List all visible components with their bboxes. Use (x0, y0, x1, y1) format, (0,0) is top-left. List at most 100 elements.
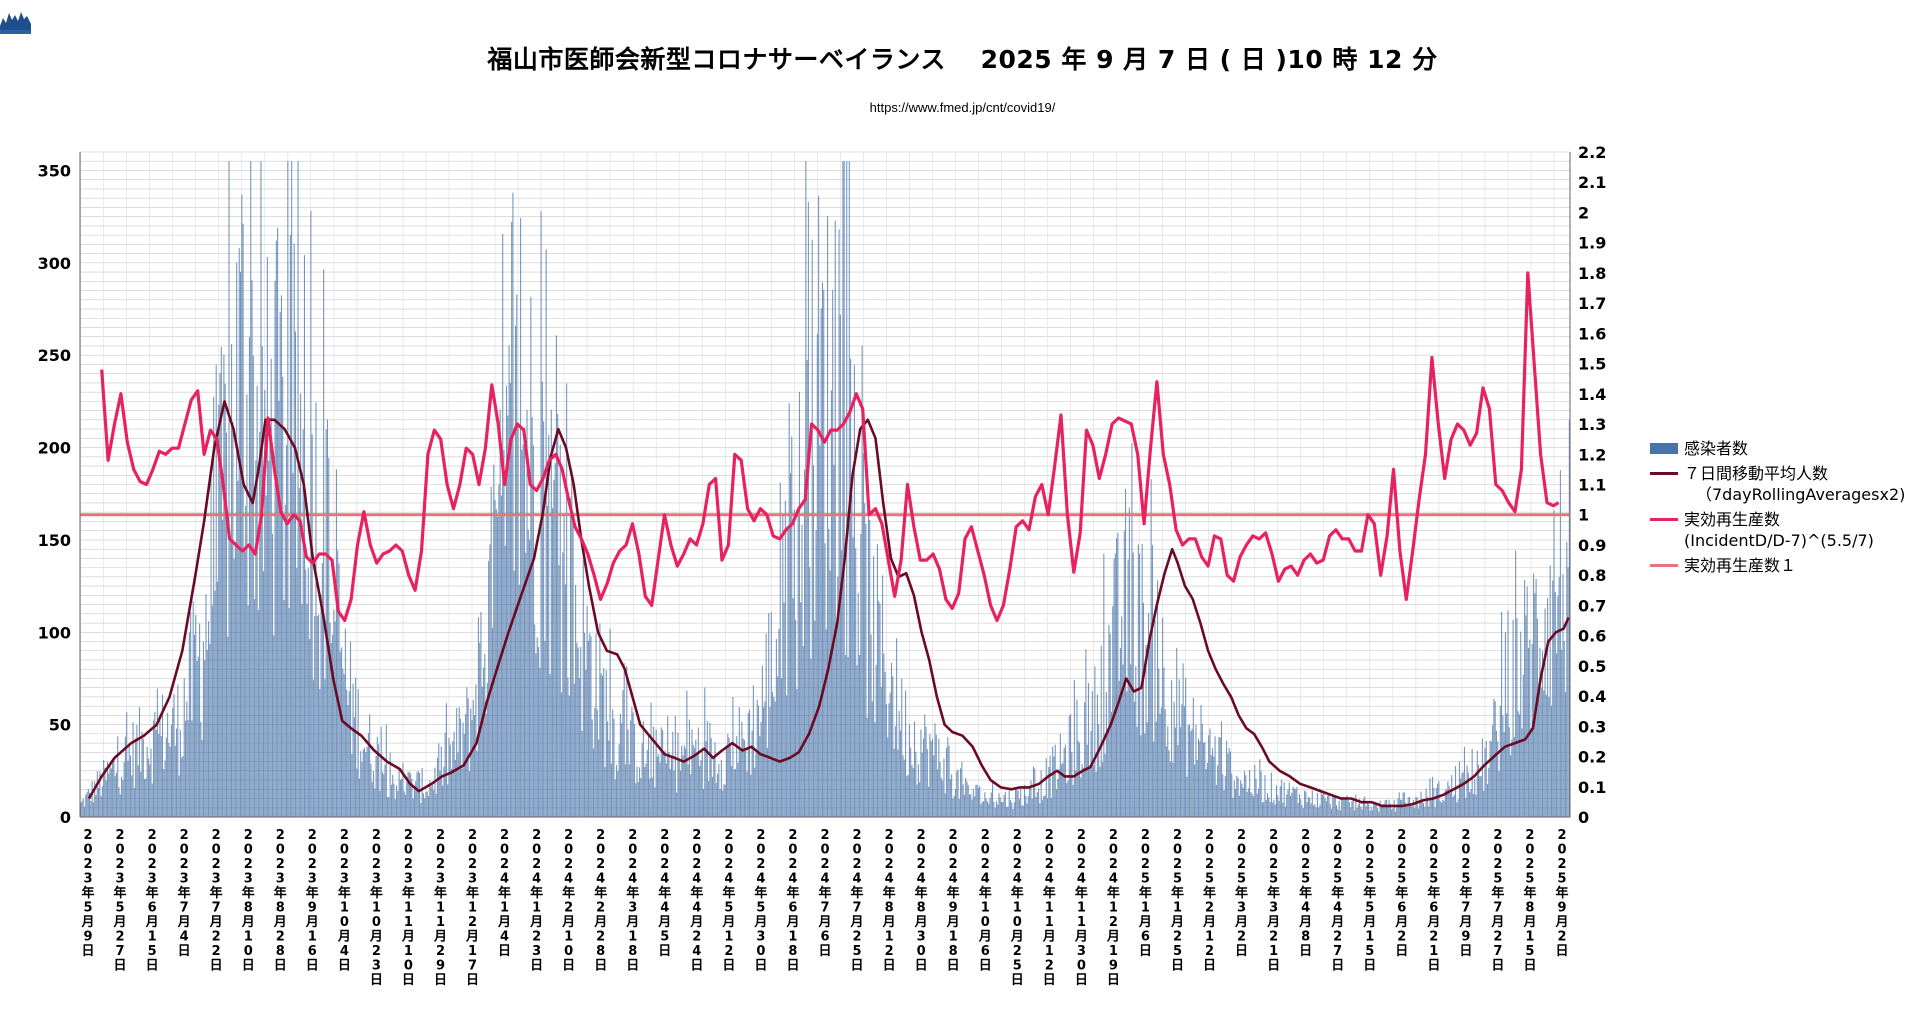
case-bar (815, 530, 817, 817)
case-bar (476, 751, 478, 817)
right-axis-tick-label: 1.4 (1578, 385, 1606, 404)
case-bar (1191, 728, 1193, 817)
case-bar (257, 609, 259, 817)
case-bar (1507, 610, 1509, 817)
case-bar (317, 614, 320, 817)
case-bar (1419, 800, 1421, 817)
case-bar (135, 738, 137, 817)
case-bar (1246, 792, 1248, 817)
case-bar (1117, 532, 1119, 817)
case-bar (1389, 803, 1391, 817)
right-axis-tick-label: 0.9 (1578, 536, 1606, 555)
case-bar (543, 421, 545, 817)
case-bar (699, 765, 701, 817)
case-bar (1016, 789, 1018, 817)
case-bar (531, 417, 533, 817)
case-bar (727, 733, 729, 817)
case-bar (1474, 779, 1476, 817)
case-bar (856, 665, 858, 817)
case-bar (883, 653, 885, 817)
case-bar (1022, 805, 1024, 817)
case-bar (154, 711, 156, 817)
case-bar (292, 473, 294, 817)
left-axis-tick-label: 300 (38, 254, 71, 273)
case-bar (160, 736, 162, 817)
case-bar (1431, 776, 1434, 817)
case-bar (422, 793, 424, 817)
case-bar (908, 724, 910, 817)
case-bar (539, 667, 541, 817)
case-bar (669, 768, 671, 817)
case-bar (612, 709, 614, 817)
case-bar (622, 690, 624, 817)
case-bar (980, 803, 982, 817)
case-bar (740, 749, 742, 817)
case-bar (589, 633, 591, 817)
case-bar (1263, 801, 1265, 817)
case-bar (289, 234, 291, 817)
case-bar (1314, 804, 1316, 817)
case-bar (784, 500, 786, 817)
case-bar (1148, 613, 1150, 817)
case-bar (1086, 744, 1088, 817)
case-bar (1227, 753, 1229, 817)
case-bar (966, 781, 968, 817)
case-bar (870, 634, 872, 817)
case-bar (466, 687, 468, 817)
case-bar (1433, 787, 1435, 817)
case-bar (1366, 801, 1368, 817)
case-bar (672, 731, 674, 817)
chart-subtitle-url: https://www.fmed.jp/cnt/covid19/ (869, 100, 1056, 115)
case-bar (686, 690, 688, 817)
case-bar (667, 716, 669, 817)
case-bar (186, 701, 188, 817)
case-bar (1018, 799, 1020, 817)
case-bar (163, 769, 165, 817)
case-bar (491, 627, 494, 817)
case-bar (449, 744, 451, 817)
case-bar (734, 769, 737, 817)
case-bar (324, 679, 326, 817)
case-bar (1215, 785, 1217, 817)
case-bar (413, 788, 415, 817)
case-bar (1437, 783, 1439, 817)
case-bar (591, 719, 593, 817)
case-bar (1443, 800, 1445, 817)
case-bar (1204, 742, 1206, 817)
case-bar (1470, 789, 1472, 817)
case-bar (196, 661, 198, 817)
case-bar (364, 747, 366, 817)
case-bar (992, 781, 994, 817)
case-bar (188, 632, 190, 817)
case-bar (1444, 789, 1446, 817)
case-bar (633, 723, 635, 817)
case-bar (717, 773, 719, 817)
case-bar (1236, 775, 1238, 817)
case-bar (1011, 802, 1013, 817)
case-bar (1269, 802, 1271, 817)
right-axis-tick-label: 2.1 (1578, 173, 1606, 192)
case-bar (818, 195, 820, 818)
case-bar (878, 600, 880, 817)
case-bar (1426, 796, 1428, 817)
case-bar (95, 794, 97, 817)
case-bar (83, 806, 86, 817)
case-bar (1185, 678, 1187, 817)
case-bar (600, 673, 602, 817)
case-bar (537, 647, 540, 817)
case-bar (1154, 620, 1156, 817)
case-bar (156, 688, 158, 817)
case-bar (297, 161, 299, 818)
case-bar (903, 759, 905, 817)
case-bar (681, 745, 683, 817)
case-bar (688, 719, 690, 817)
case-bar (280, 295, 282, 818)
case-bar (945, 747, 948, 817)
case-bar (713, 757, 715, 817)
case-bar (990, 792, 992, 817)
case-bar (207, 621, 210, 817)
case-bar (271, 533, 274, 817)
